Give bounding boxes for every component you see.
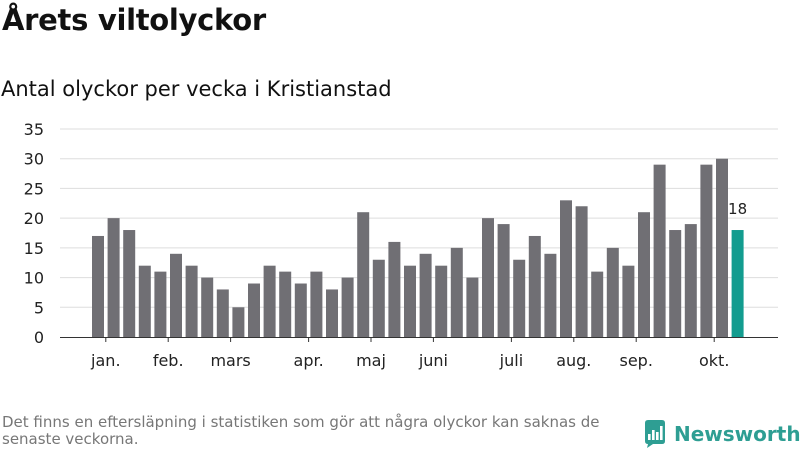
bar [294, 283, 307, 337]
bar [154, 271, 167, 337]
bar [419, 253, 432, 337]
bar [575, 206, 588, 337]
x-tick-label: feb. [153, 351, 184, 370]
y-tick-label: 10 [24, 269, 44, 288]
y-tick-label: 0 [34, 328, 44, 347]
bar [341, 277, 354, 337]
y-tick-label: 20 [24, 209, 44, 228]
bar [591, 271, 604, 337]
bar [731, 230, 744, 337]
bar [482, 218, 494, 337]
bar [138, 265, 151, 337]
x-tick-label: mars [210, 351, 250, 370]
bar [372, 259, 385, 337]
bar [107, 218, 120, 337]
bar [638, 212, 650, 337]
x-tick-label: juni [418, 351, 448, 370]
x-axis: jan. feb. mars apr. maj juni juli aug. sep. okt. [60, 337, 778, 370]
data-labels: 18 [728, 200, 747, 218]
y-tick-label: 5 [34, 298, 44, 317]
bar [513, 259, 526, 337]
chart-title: Årets viltolyckor [2, 3, 266, 37]
bar [669, 230, 682, 337]
bar [123, 230, 136, 337]
bar-series [92, 158, 744, 337]
y-tick-label: 15 [24, 239, 44, 258]
bar [232, 307, 245, 337]
x-tick-label: sep. [619, 351, 652, 370]
x-tick-label: juli [499, 351, 523, 370]
y-tick-label: 35 [24, 120, 44, 139]
bar [388, 241, 401, 337]
x-tick-label: apr. [294, 351, 324, 370]
bar [700, 164, 713, 337]
bar [326, 289, 338, 337]
y-axis-ticks: 0 5 10 15 20 25 30 35 [24, 120, 44, 347]
footnote: Det finns en eftersläpning i statistiken… [2, 413, 600, 448]
bar [622, 265, 635, 337]
bar [497, 224, 510, 337]
bar [92, 235, 104, 337]
x-tick-label: okt. [699, 351, 729, 370]
chart-subtitle: Antal olyckor per vecka i Kristianstad [1, 77, 392, 101]
bar [466, 277, 479, 337]
bar [653, 164, 666, 337]
y-tick-label: 25 [24, 179, 44, 198]
y-tick-label: 30 [24, 150, 44, 169]
bar [684, 224, 697, 337]
bar [528, 235, 541, 337]
bar [435, 265, 448, 337]
x-tick-label: jan. [90, 351, 120, 370]
bar [216, 289, 229, 337]
x-tick-label: aug. [556, 351, 591, 370]
bar [185, 265, 198, 337]
bar-chart: 0 5 10 15 20 25 30 35 jan. feb. mars apr. maj juni ju… [24, 120, 778, 370]
bar [201, 277, 214, 337]
bar [450, 247, 463, 337]
bar [606, 247, 619, 337]
bar [404, 265, 416, 337]
bar [357, 212, 370, 337]
bar [170, 253, 182, 337]
bar [544, 253, 557, 337]
brand[interactable]: Newsworthy [643, 419, 800, 449]
bar [248, 283, 260, 337]
x-tick-label: maj [356, 351, 386, 370]
bar [560, 200, 572, 337]
bar [279, 271, 292, 337]
newsworthy-logo-icon [645, 420, 665, 448]
data-label: 18 [728, 200, 747, 218]
bar [263, 265, 276, 337]
bar [716, 158, 728, 337]
bar [310, 271, 323, 337]
brand-name: Newsworthy [674, 422, 800, 446]
